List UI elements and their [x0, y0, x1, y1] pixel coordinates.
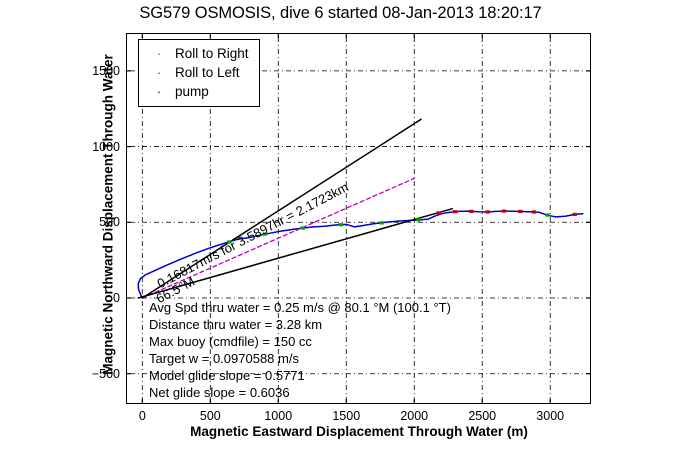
plot-area: −500 0 500 1000 1500 0 500 1000 1500 2000 2500 300…	[92, 33, 591, 423]
y-tick-label: −500	[91, 366, 120, 381]
legend-box[interactable]: · Roll to Right · Roll to Left · pump	[138, 39, 260, 107]
stats-line: Net glide slope = 0.6036	[149, 385, 290, 400]
x-tick-label: 3000	[536, 409, 565, 423]
legend-item-label: Roll to Left	[175, 65, 240, 80]
x-tick-label: 2500	[468, 409, 497, 423]
y-tick-label: 1000	[92, 139, 120, 154]
x-tick-label: 2000	[400, 409, 429, 423]
x-tick-label: 1000	[264, 409, 293, 423]
y-tick-label: 0	[113, 291, 120, 305]
legend-item[interactable]: · pump	[145, 82, 249, 101]
stats-annotation-block: Avg Spd thru water = 0.25 m/s @ 80.1 °M …	[149, 299, 451, 401]
legend-marker-dot-icon: ·	[156, 46, 162, 61]
legend-marker-dot-icon: ·	[156, 84, 162, 99]
plot-graphics	[126, 33, 591, 404]
plot-title: SG579 OSMOSIS, dive 6 started 08-Jan-201…	[139, 4, 542, 22]
stats-line: Model glide slope = 0.5771	[149, 368, 305, 383]
legend-item-label: pump	[175, 84, 209, 99]
stats-line: Target w = 0.0970588 m/s	[149, 351, 299, 366]
axes-frame	[126, 33, 591, 404]
y-tick-label: 1500	[92, 63, 120, 78]
x-axis-label: Magnetic Eastward Displacement Through W…	[190, 424, 528, 439]
x-tick-label: 1500	[332, 409, 361, 423]
stats-line: Distance thru water = 3.28 km	[149, 317, 323, 332]
legend-marker-dot-icon: ·	[156, 65, 162, 80]
data-series-layer	[137, 118, 584, 299]
legend-item-label: Roll to Right	[175, 46, 249, 61]
gridlines	[126, 33, 591, 404]
x-tick-label: 0	[138, 409, 146, 423]
x-tick-label: 500	[199, 409, 221, 423]
stats-line: Max buoy (cmdfile) = 150 cc	[149, 334, 312, 349]
legend-item[interactable]: · Roll to Left	[145, 63, 249, 82]
stats-line: Avg Spd thru water = 0.25 m/s @ 80.1 °M …	[149, 300, 451, 315]
legend-item[interactable]: · Roll to Right	[145, 44, 249, 63]
y-tick-label: 500	[99, 215, 120, 230]
